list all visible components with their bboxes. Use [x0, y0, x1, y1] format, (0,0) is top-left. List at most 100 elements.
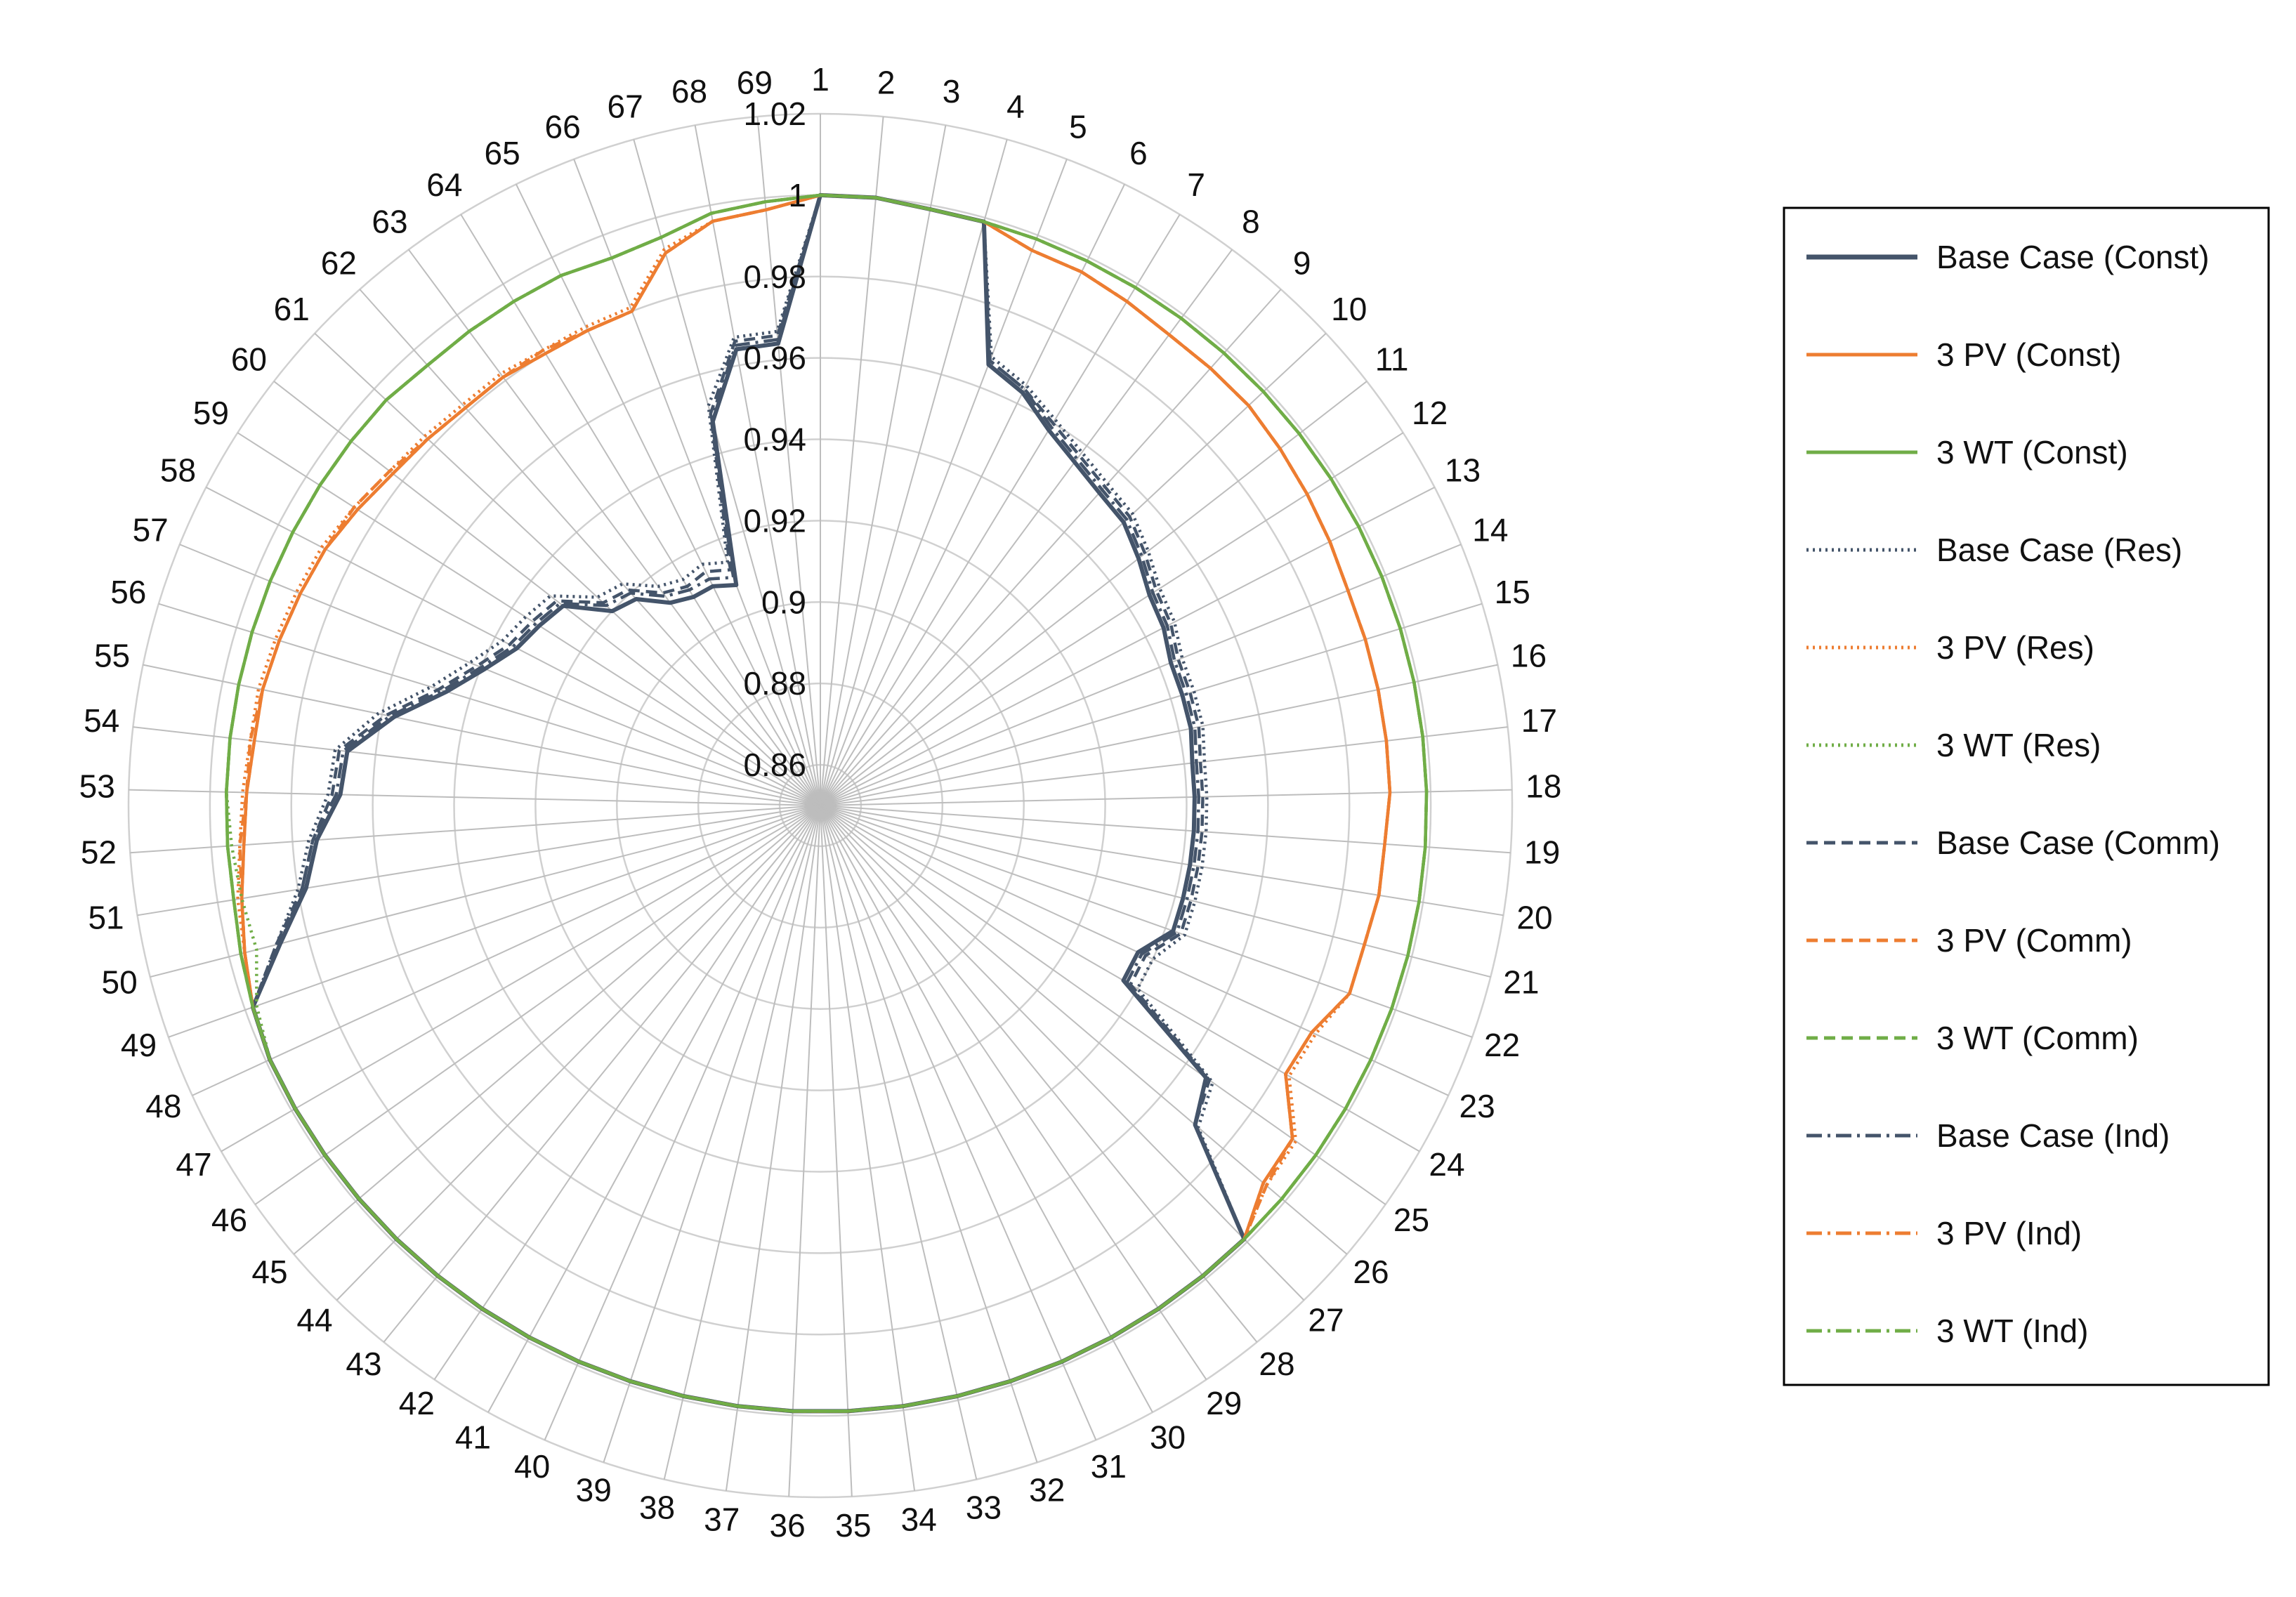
spoke-line: [254, 805, 821, 1205]
category-label-55: 55: [94, 638, 130, 674]
category-label-59: 59: [193, 395, 229, 431]
spoke-line: [168, 805, 821, 1038]
spoke-line: [820, 381, 1367, 806]
category-label-11: 11: [1375, 341, 1409, 377]
category-label-60: 60: [231, 341, 267, 377]
spoke-line: [137, 805, 821, 916]
legend-label-9: Base Case (Ind): [1936, 1117, 2170, 1154]
category-label-32: 32: [1029, 1471, 1065, 1508]
radar-grid: [127, 112, 1514, 1499]
radial-tick-label: 0.98: [743, 258, 806, 295]
category-label-51: 51: [88, 900, 124, 936]
category-label-44: 44: [296, 1302, 332, 1339]
radial-tick-label: 1.02: [743, 96, 806, 132]
radial-tick-label: 0.92: [743, 502, 806, 539]
category-label-64: 64: [426, 166, 462, 203]
category-label-42: 42: [399, 1385, 435, 1421]
category-label-24: 24: [1429, 1146, 1464, 1183]
legend-label-5: 3 WT (Res): [1936, 727, 2101, 763]
category-label-19: 19: [1524, 834, 1560, 870]
series-line-4: [236, 193, 1392, 1413]
category-label-62: 62: [321, 245, 357, 282]
spoke-line: [820, 159, 1068, 806]
legend-items: Base Case (Const) 3 PV (Const) 3 WT (Const…: [1806, 239, 2220, 1349]
category-label-54: 54: [84, 702, 119, 739]
category-label-46: 46: [211, 1202, 247, 1238]
legend: Base Case (Const) 3 PV (Const) 3 WT (Const…: [1783, 206, 2270, 1386]
spoke-line: [820, 332, 1327, 806]
category-label-68: 68: [671, 73, 707, 110]
category-label-61: 61: [274, 291, 310, 327]
legend-label-11: 3 WT (Ind): [1936, 1313, 2088, 1349]
category-label-53: 53: [79, 768, 115, 805]
spoke-line: [820, 805, 1491, 978]
category-label-8: 8: [1242, 203, 1260, 239]
spoke-line: [820, 726, 1508, 806]
spoke-line: [820, 183, 1126, 806]
radial-tick-label: 1: [788, 177, 806, 213]
category-label-4: 4: [1006, 88, 1025, 124]
spoke-line: [788, 805, 821, 1497]
spoke-line: [460, 213, 821, 806]
category-label-31: 31: [1091, 1448, 1127, 1485]
category-label-66: 66: [544, 109, 580, 145]
category-label-30: 30: [1150, 1419, 1186, 1456]
category-label-47: 47: [176, 1146, 211, 1183]
series-line-11: [225, 193, 1429, 1413]
category-label-2: 2: [877, 64, 896, 100]
category-label-29: 29: [1206, 1385, 1242, 1421]
spoke-line: [694, 125, 821, 806]
category-label-3: 3: [943, 73, 961, 110]
category-label-21: 21: [1503, 964, 1539, 1000]
category-label-69: 69: [737, 64, 773, 100]
spoke-line: [820, 116, 884, 806]
category-label-9: 9: [1293, 245, 1311, 282]
category-label-56: 56: [110, 574, 146, 610]
legend-label-1: 3 PV (Const): [1936, 336, 2121, 373]
category-label-63: 63: [372, 203, 407, 239]
spoke-line: [820, 603, 1483, 806]
category-label-13: 13: [1445, 452, 1481, 488]
category-label-15: 15: [1495, 574, 1530, 610]
category-label-37: 37: [704, 1501, 740, 1538]
spoke-line: [133, 726, 821, 806]
spoke-line: [820, 805, 853, 1497]
spoke-line: [820, 805, 1097, 1440]
category-label-14: 14: [1472, 511, 1508, 548]
category-label-25: 25: [1393, 1202, 1429, 1238]
category-label-48: 48: [145, 1088, 181, 1124]
category-label-20: 20: [1516, 900, 1552, 936]
spoke-line: [725, 805, 821, 1491]
radial-tick-label: 0.88: [743, 665, 806, 702]
spoke-line: [756, 116, 821, 806]
category-label-45: 45: [251, 1254, 287, 1290]
spoke-line: [820, 139, 1008, 806]
category-label-34: 34: [901, 1501, 937, 1538]
spoke-line: [237, 432, 821, 806]
category-label-49: 49: [121, 1027, 157, 1063]
radial-tick-label: 0.9: [761, 584, 806, 620]
category-label-41: 41: [455, 1419, 491, 1456]
category-label-22: 22: [1484, 1027, 1520, 1063]
category-label-18: 18: [1526, 768, 1561, 805]
spoke-line: [433, 805, 821, 1380]
spoke-line: [820, 213, 1181, 806]
category-label-23: 23: [1459, 1088, 1495, 1124]
spoke-line: [820, 805, 1504, 916]
category-label-36: 36: [770, 1507, 806, 1544]
spoke-line: [314, 332, 821, 806]
spoke-line: [820, 789, 1512, 806]
spoke-line: [820, 544, 1462, 806]
legend-label-8: 3 WT (Comm): [1936, 1020, 2139, 1056]
category-label-38: 38: [639, 1490, 675, 1526]
legend-label-6: Base Case (Comm): [1936, 824, 2220, 861]
series-layer: [225, 192, 1429, 1414]
category-label-50: 50: [102, 964, 138, 1000]
category-label-57: 57: [133, 511, 169, 548]
spoke-line: [293, 805, 821, 1255]
category-label-7: 7: [1187, 166, 1205, 203]
category-labels: 1 2 3 4567891011121314151617181920212223242…: [79, 61, 1562, 1544]
legend-label-7: 3 PV (Comm): [1936, 922, 2132, 959]
category-label-58: 58: [160, 452, 196, 488]
